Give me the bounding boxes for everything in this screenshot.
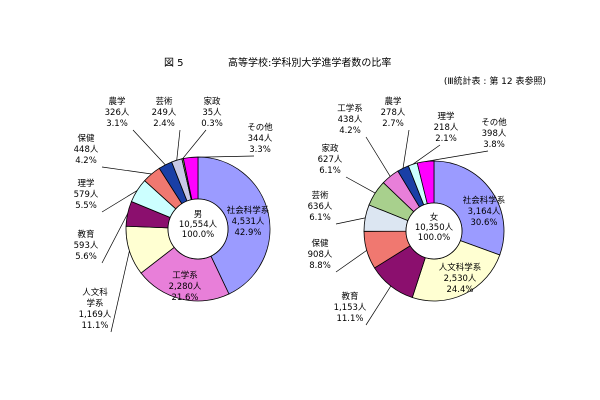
chart2-label-9: 理学 218人 2.1% <box>434 111 459 144</box>
figure-title: 高等学校:学科別大学進学者数の比率 <box>228 58 392 69</box>
chart1-leader-9 <box>182 129 207 159</box>
chart2-leader-7 <box>365 136 391 177</box>
chart1-label-1: 社会科学系 4,531人 42.9% <box>227 205 270 238</box>
chart2-label-2: 人文科学系 2,530人 24.4% <box>439 262 482 295</box>
chart2-leader-10 <box>425 150 489 162</box>
chart2-label-7: 工学系 438人 4.2% <box>337 103 363 136</box>
chart2-label-1: 社会科学系 3,164人 30.6% <box>463 195 506 228</box>
chart1-leader-4 <box>101 213 128 264</box>
chart1-leader-8 <box>176 129 181 161</box>
chart2-leader-6 <box>345 176 376 194</box>
chart2-center-hole <box>405 202 463 260</box>
chart2-label-4: 保健 908人 8.8% <box>308 238 333 271</box>
chart2-center-label: 女 10,350人 100.0% <box>415 212 454 243</box>
chart1-label-5: 理学 579人 5.5% <box>74 178 99 211</box>
chart1-leader-6 <box>101 166 152 175</box>
chart1-leader-10 <box>190 155 255 158</box>
chart2-label-10: その他 398人 3.8% <box>481 117 507 150</box>
chart1-label-7: 農学 326人 3.1% <box>105 96 130 129</box>
chart2-leader-4 <box>335 250 367 273</box>
figure-number: 図 5 <box>164 58 184 69</box>
chart1-label-4: 教育 593人 5.6% <box>74 229 99 262</box>
chart2-leader-3 <box>365 285 392 326</box>
chart2-label-5: 芸術 636人 6.1% <box>308 190 333 223</box>
chart2-label-6: 家政 627人 6.1% <box>318 143 343 176</box>
chart2-leader-5 <box>335 217 366 225</box>
chart1-label-6: 保健 448人 4.2% <box>74 133 99 166</box>
chart1-label-10: その他 344人 3.3% <box>247 122 273 155</box>
chart1-center-hole <box>167 198 229 260</box>
chart1-center-label: 男 10,554人 100.0% <box>179 210 218 240</box>
chart1-label-3: 人文科学系 1,169人 11.1% <box>79 287 112 331</box>
chart2-label-8: 農学 278人 2.7% <box>381 96 406 129</box>
chart2-leader-8 <box>402 129 410 169</box>
chart1-label-9: 家政 35人 0.3% <box>201 96 223 129</box>
chart1-leader-3 <box>110 250 130 333</box>
chart1-leader-7 <box>132 129 166 166</box>
chart1-label-8: 芸術 249人 2.4% <box>152 96 177 129</box>
source-note: (Ⅲ統計表 : 第 12 表参照) <box>443 77 546 87</box>
chart1-label-2: 工学系 2,280人 21.6% <box>169 270 202 303</box>
chart2-leader-9 <box>412 144 441 165</box>
chart2-label-3: 教育 1,153人 11.1% <box>334 291 367 324</box>
chart1-leader-5 <box>101 190 138 213</box>
